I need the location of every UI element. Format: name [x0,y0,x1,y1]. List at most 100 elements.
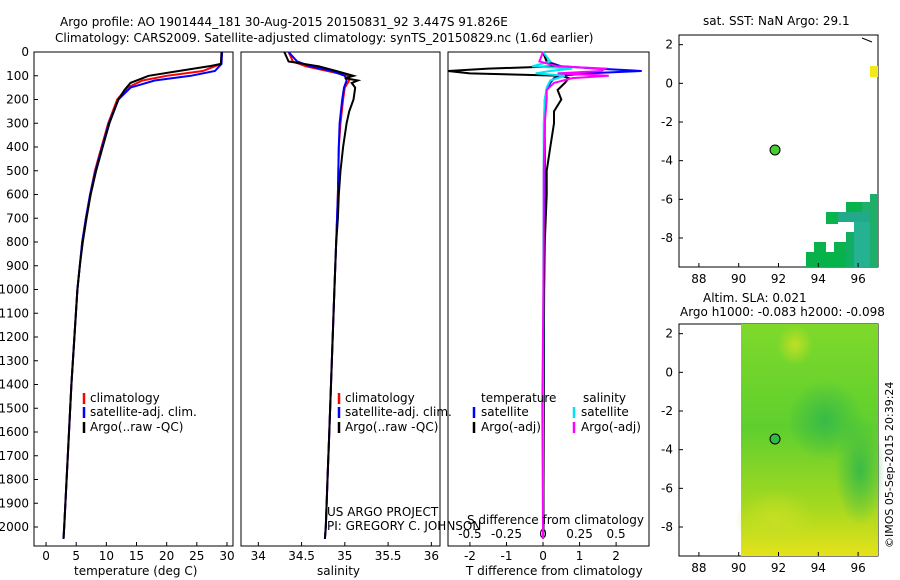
map-x-tick-label: 92 [771,561,786,575]
legend-title-temperature: temperature [481,391,556,405]
legend-satellite-adj: satellite-adj. clim. [90,405,197,419]
temperature-panel-frame [33,51,234,547]
x-tick-label: 0 [539,549,547,563]
sst-cell [814,242,826,254]
timestamp-label: ©IMOS 05-Sep-2015 20:39:24 [883,382,896,548]
x-tick-label: 10 [99,549,114,563]
legend-satellite-adj: satellite-adj. clim. [345,405,452,419]
legend-sal-satellite: satellite [581,405,629,419]
legend-argo: Argo(..raw -QC) [90,420,183,434]
sla-map [678,323,885,557]
x-tick-label: 2 [612,549,620,563]
depth-tick-label: 1300 [0,354,29,368]
map-x-tick-label: 92 [771,272,786,286]
x-tick-label: 0 [42,549,50,563]
depth-tick-label: 1000 [0,283,29,297]
project-label: US ARGO PROJECT [327,505,439,519]
map-y-tick-label: -2 [661,404,673,418]
map-x-tick-label: 88 [691,272,706,286]
argo-float-marker [769,433,781,445]
sst-cell [838,212,870,222]
sst-map-title: sat. SST: NaN Argo: 29.1 [703,14,850,28]
sla-map-title: Altim. SLA: 0.021 [703,291,807,305]
temperature-axis-label: temperature (deg C) [74,564,197,578]
difference-legend: temperature salinity satellite Argo(-adj… [467,391,644,527]
sst-map-axes: 88 90 92 94 96 2 0 -2 -4 -6 -8 [661,38,866,286]
x-tick-label: 1 [576,549,584,563]
sst-cell [806,252,846,267]
depth-tick-label: 1600 [0,425,29,439]
depth-tick-label: 200 [6,93,29,107]
depth-tick-label: 1400 [0,378,29,392]
sal-tick-label: -0.5 [458,527,481,541]
x-tick-label: 5 [72,549,80,563]
depth-tick-label: 900 [6,259,29,273]
sal-diff-axis-label: S difference from climatology [467,513,644,527]
map-y-tick-label: 2 [665,38,673,52]
series-line-satellite-adj-clim- [62,51,224,539]
series-line-satellite-adj-clim- [287,51,348,539]
sst-cell [854,222,870,267]
coastline [861,37,873,43]
depth-axis: 0 100 200 300 400 500 600 700 800 900 1000 1100 1200… [0,45,38,534]
sst-map-cells [806,66,878,267]
depth-tick-label: 100 [6,69,29,83]
sst-map [678,34,879,268]
x-tick-label: 35.5 [375,549,402,563]
x-tick-label: 34 [251,549,266,563]
series-line-argo-raw-qc- [62,51,223,539]
legend-title-salinity: salinity [583,391,626,405]
map-y-tick-label: 0 [665,365,673,379]
map-x-tick-label: 90 [731,272,746,286]
salinity-axis-label: salinity [317,564,360,578]
x-tick-label: 20 [159,549,174,563]
t-diff-axis-label: T difference from climatology [465,564,643,578]
map-y-tick-label: -2 [661,115,673,129]
map-y-tick-label: -8 [661,231,673,245]
sla-map-axes: 88 90 92 94 96 2 0 -2 -4 -6 -8 [661,327,866,575]
sal-tick-label: 0.25 [566,527,593,541]
title-line-1: Argo profile: AO 1901444_181 30-Aug-2015… [60,15,508,29]
x-tick-label: 15 [129,549,144,563]
argo-float-marker [769,144,781,156]
x-tick-label: -1 [500,549,512,563]
sla-low-anomaly [835,415,885,525]
depth-tick-label: 1100 [0,306,29,320]
sst-cell [870,66,878,77]
sst-cell [846,232,854,267]
difference-panel-frame [447,51,650,547]
series-line-argo-raw-qc- [283,51,362,539]
map-x-tick-label: 96 [850,272,865,286]
depth-tick-label: 300 [6,116,29,130]
sal-tick-label: 0.5 [607,527,626,541]
series-line-climatology [62,51,224,539]
legend-argo: Argo(..raw -QC) [345,420,438,434]
x-tick-label: 36 [424,549,439,563]
series-line-temperature-argo-adj- [447,51,571,539]
map-x-tick-label: 96 [850,561,865,575]
x-tick-label: 30 [219,549,234,563]
x-tick-label: 25 [189,549,204,563]
map-x-tick-label: 88 [691,561,706,575]
map-y-tick-label: -8 [661,520,673,534]
legend-climatology: climatology [345,391,415,405]
depth-tick-label: 2000 [0,520,29,534]
map-y-tick-label: -6 [661,481,673,495]
depth-tick-label: 1900 [0,496,29,510]
map-y-tick-label: 2 [665,327,673,341]
legend-temp-satellite: satellite [481,405,529,419]
depth-tick-label: 1800 [0,473,29,487]
series-line-salinity-argo-adj- [538,51,609,539]
pi-label: PI: GREGORY C. JOHNSON [327,519,481,533]
legend-sal-argo: Argo(-adj) [581,420,641,434]
depth-tick-label: 1200 [0,330,29,344]
series-line-temperature-satellite [542,51,642,539]
sla-map-subtitle: Argo h1000: -0.083 h2000: -0.098 [680,305,885,319]
map-x-tick-label: 94 [811,272,826,286]
map-y-tick-label: -4 [661,443,673,457]
series-line-salinity-satellite [531,51,573,539]
salinity-panel-frame [240,51,441,547]
x-tick-label: -2 [464,549,476,563]
depth-tick-label: 400 [6,140,29,154]
